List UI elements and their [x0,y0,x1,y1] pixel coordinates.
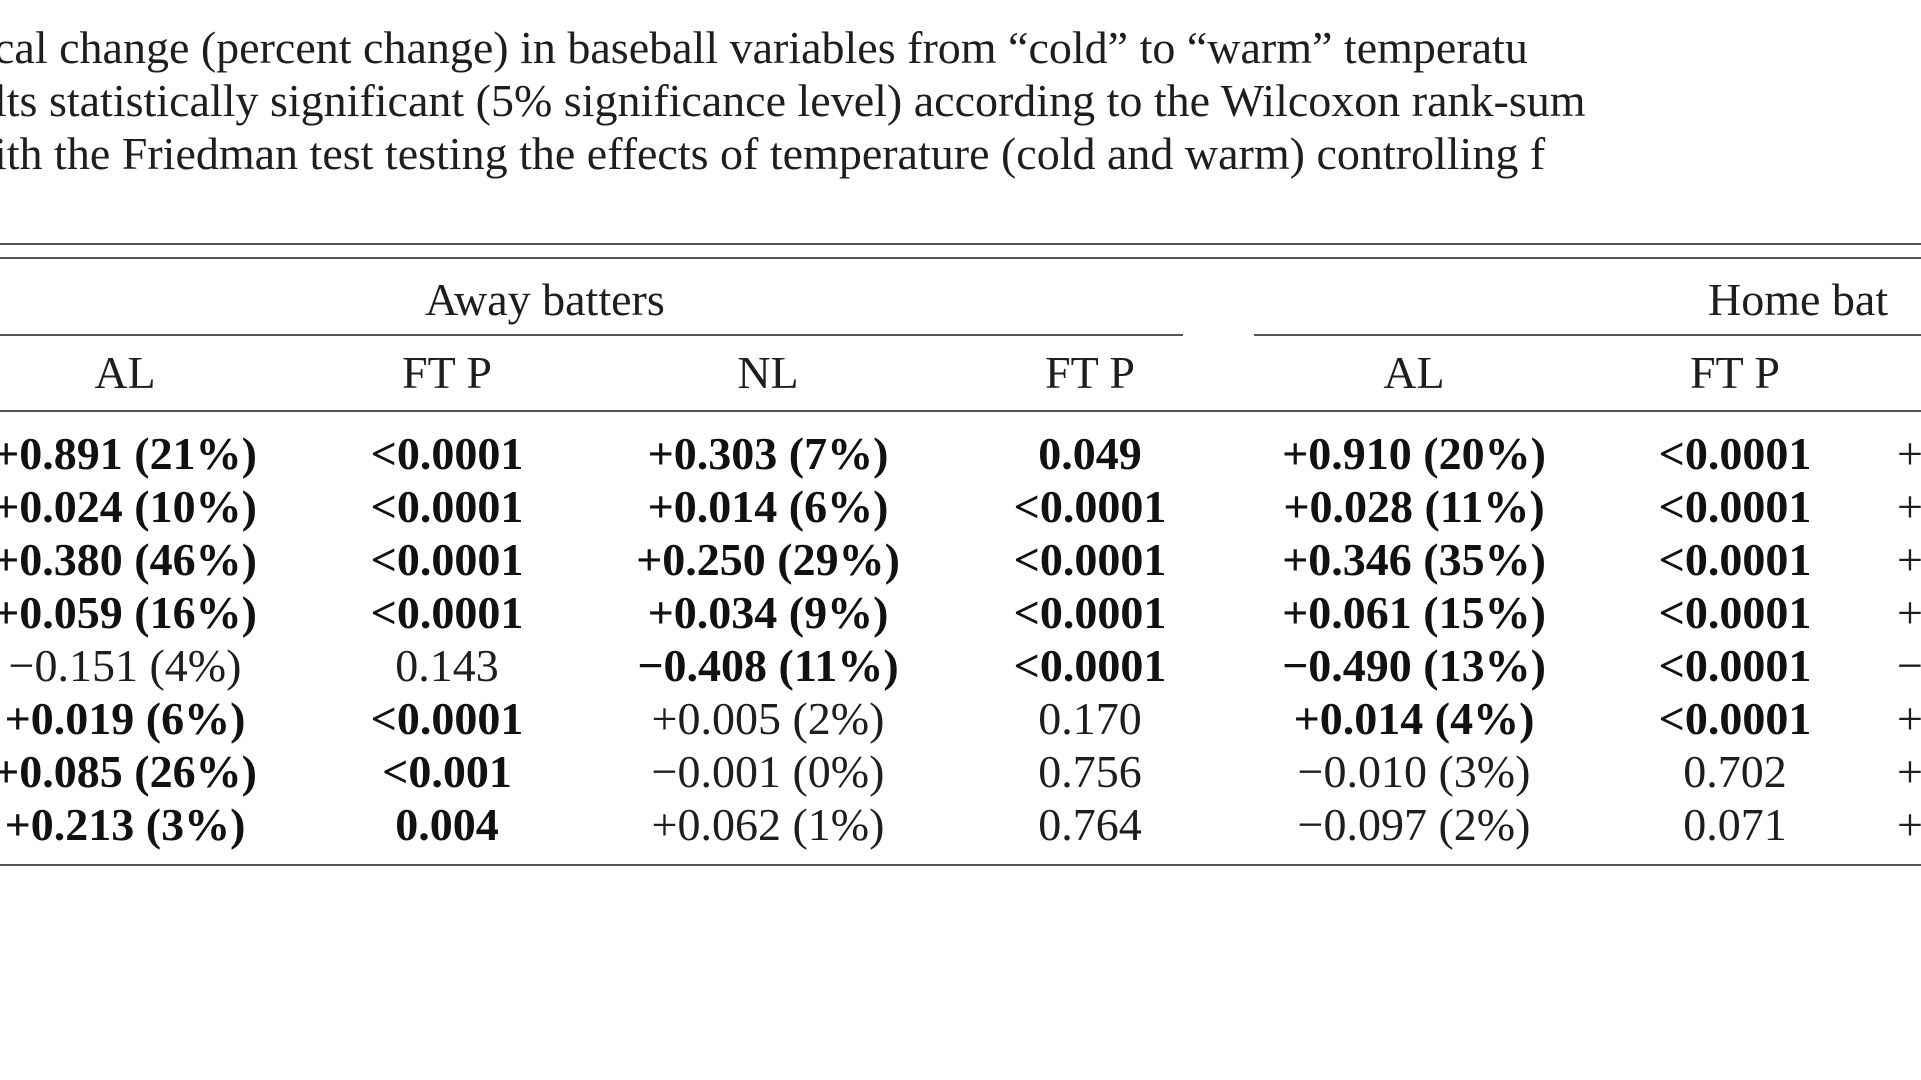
table-cell: <0.0001 [1658,587,1812,638]
table-cell: <0.0001 [370,534,524,585]
table-cell: +0.910 (20%) [1282,428,1546,479]
table-cell: <0.0001 [370,481,524,532]
table-cell: +0.062 (1%) [651,799,885,850]
table-bottom-rule [0,864,1921,866]
table-cell: +0.034 (9%) [647,587,889,638]
table-cell: +0.024 (10%) [0,481,257,532]
table-cell: <0.0001 [1658,534,1812,585]
table-cell: + [1897,746,1921,797]
table-cell: <0.0001 [1658,640,1812,691]
table-cell: +0.061 (15%) [1282,587,1546,638]
home-group-underline [1254,334,1921,336]
table-cell: + [1897,587,1921,638]
column-header-away-nl: NL [737,347,799,398]
table-cell: + [1897,799,1921,850]
column-header-away-al: AL [94,347,156,398]
table-cell: 0.170 [1038,693,1142,744]
header-bottom-rule [0,410,1921,412]
caption-line-2: lts statistically significant (5% signif… [0,75,1586,126]
table-cell: 0.764 [1038,799,1142,850]
table-cell: − [1897,640,1921,691]
column-header-home-al: AL [1383,347,1445,398]
table-cell: +0.059 (16%) [0,587,257,638]
table-cell: 0.756 [1038,746,1142,797]
table-cell: −0.010 (3%) [1297,746,1531,797]
table-cell: +0.380 (46%) [0,534,257,585]
column-header-home-al-ftp: FT P [1690,347,1780,398]
caption-line-1: cal change (percent change) in baseball … [0,22,1528,73]
table-cell: +0.303 (7%) [647,428,889,479]
table-cell: −0.151 (4%) [8,640,242,691]
table-cell: <0.0001 [1013,587,1167,638]
table-cell: +0.891 (21%) [0,428,257,479]
table-cell: <0.0001 [1658,693,1812,744]
table-cell: <0.0001 [1658,481,1812,532]
table-cell: + [1897,428,1921,479]
table-cell: <0.0001 [370,428,524,479]
table-cell: −0.001 (0%) [651,746,885,797]
table-cell: <0.0001 [1013,481,1167,532]
table-cell: +0.250 (29%) [636,534,900,585]
table-cell: 0.702 [1683,746,1787,797]
table-cell: +0.085 (26%) [0,746,257,797]
table-cell: +0.014 (6%) [647,481,889,532]
column-header-away-al-ftp: FT P [402,347,492,398]
table-cell: −0.097 (2%) [1297,799,1531,850]
table-cell: −0.490 (13%) [1282,640,1546,691]
table-cell: + [1897,481,1921,532]
table-cell: <0.0001 [1658,428,1812,479]
table-top-rule-2 [0,257,1921,259]
table-cell: 0.071 [1683,799,1787,850]
group-header-home-batters: Home bat [1708,274,1889,325]
table-cell: +0.213 (3%) [4,799,246,850]
table-cell: <0.0001 [1013,534,1167,585]
table-cell: <0.001 [382,746,512,797]
table-cell: <0.0001 [370,693,524,744]
table-cell: <0.0001 [1013,640,1167,691]
group-header-away-batters: Away batters [425,274,665,325]
away-group-underline [0,334,1183,336]
column-header-away-nl-ftp: FT P [1045,347,1135,398]
table-cell: + [1897,534,1921,585]
table-cell: 0.004 [395,799,499,850]
table-cell: +0.005 (2%) [651,693,885,744]
table-cell: 0.143 [395,640,499,691]
table-cell: +0.019 (6%) [4,693,246,744]
table-cell: −0.408 (11%) [637,640,899,691]
caption-line-3: ith the Friedman test testing the effect… [0,128,1546,179]
table-cell: +0.346 (35%) [1282,534,1546,585]
table-cell: + [1897,693,1921,744]
table-cell: +0.014 (4%) [1293,693,1535,744]
table-top-rule-1 [0,243,1921,245]
table-cell: +0.028 (11%) [1283,481,1545,532]
table-cell: <0.0001 [370,587,524,638]
table-cell: 0.049 [1038,428,1142,479]
